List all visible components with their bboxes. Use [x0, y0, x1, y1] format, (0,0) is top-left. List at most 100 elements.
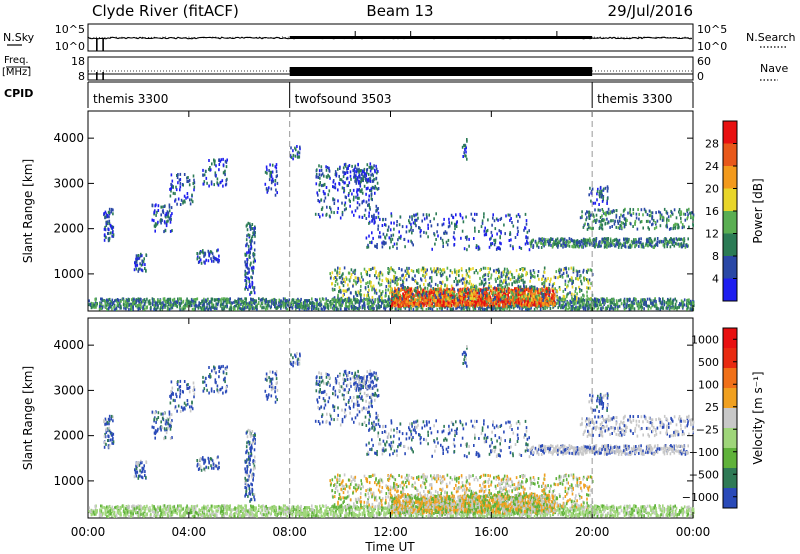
power-cell [469, 288, 472, 292]
power-cell [587, 297, 589, 301]
power-cell [397, 291, 400, 295]
power-cell [433, 267, 436, 271]
power-cell [245, 243, 248, 247]
power-cell [523, 284, 525, 288]
power-cell [271, 301, 273, 305]
power-cell [219, 298, 222, 302]
power-cell [465, 295, 468, 299]
power-cell [205, 176, 208, 180]
power-cell [608, 307, 611, 311]
power-cell [222, 305, 225, 309]
power-cell [506, 267, 508, 271]
power-cell [404, 287, 406, 291]
power-cell [146, 305, 148, 309]
power-cell [417, 271, 420, 274]
power-cell [322, 305, 325, 309]
power-cell [94, 297, 96, 301]
power-cell [572, 298, 575, 301]
power-cell [441, 298, 443, 302]
power-cell [416, 282, 419, 286]
power-cell [275, 170, 278, 174]
power-cell [516, 290, 519, 294]
power-cell [482, 266, 485, 270]
power-cell [479, 299, 482, 303]
power-cell [649, 298, 652, 302]
power-cell [191, 193, 193, 197]
power-cell [248, 280, 251, 284]
power-cell [261, 306, 263, 310]
power-cell [378, 289, 381, 293]
power-cell [353, 295, 355, 299]
power-cell [464, 300, 466, 304]
power-cell [561, 275, 564, 279]
power-cell [230, 306, 232, 310]
power-cell [513, 304, 515, 308]
power-cell [410, 293, 412, 297]
power-cell [242, 299, 244, 303]
power-cell [537, 296, 540, 300]
power-cell [290, 300, 293, 304]
power-cell [682, 304, 684, 308]
power-cell [510, 304, 512, 308]
freq-left-tick-top: 18 [71, 55, 85, 68]
power-cell [282, 300, 284, 304]
power-cell [486, 297, 488, 301]
power-cell [264, 170, 267, 174]
power-cell [250, 299, 253, 303]
power-cell [655, 299, 657, 303]
power-cell [569, 299, 571, 303]
power-cell [354, 297, 357, 301]
power-cell [331, 271, 334, 275]
power-cell [104, 306, 107, 309]
power-cell [503, 304, 505, 308]
power-cell [285, 299, 288, 303]
power-cell [363, 267, 366, 271]
power-cell [429, 294, 431, 298]
power-cell [406, 266, 408, 270]
power-cell [329, 276, 332, 280]
power-cell [481, 306, 483, 309]
power-cell [445, 298, 447, 302]
power-cell [366, 299, 369, 303]
power-cell [341, 281, 343, 285]
power-cell [221, 307, 224, 311]
power-cell [300, 303, 302, 307]
power-cell [166, 298, 169, 302]
power-cell [238, 306, 240, 310]
power-cell [531, 286, 533, 290]
power-cell [576, 271, 579, 275]
power-cell [518, 280, 520, 283]
power-cell [623, 297, 626, 301]
power-cell [427, 290, 429, 294]
power-cell [674, 303, 677, 307]
power-cell [408, 307, 411, 311]
power-cell [521, 307, 523, 311]
power-cell [108, 219, 111, 223]
power-cell [640, 303, 643, 307]
power-cell [472, 267, 474, 271]
power-cell [465, 269, 468, 273]
power-cell [665, 301, 667, 305]
power-cell [402, 301, 405, 305]
power-cell [179, 185, 182, 189]
power-cell [171, 179, 174, 183]
power-cell [425, 272, 428, 276]
power-cell [555, 270, 558, 274]
power-cell [298, 307, 301, 311]
power-cell [161, 218, 163, 222]
power-cell [378, 277, 381, 281]
power-cell [496, 293, 498, 297]
power-cell [437, 302, 440, 306]
power-cell [488, 282, 491, 285]
power-cell [426, 298, 428, 302]
power-cell [398, 301, 401, 305]
power-cell [170, 186, 172, 190]
power-cell [494, 277, 497, 281]
power-cell [490, 285, 492, 289]
power-cell [529, 289, 531, 293]
power-cell [468, 281, 470, 285]
power-cell [567, 267, 570, 271]
power-cell [499, 307, 502, 311]
power-cell [373, 307, 375, 311]
power-cell [140, 268, 143, 272]
